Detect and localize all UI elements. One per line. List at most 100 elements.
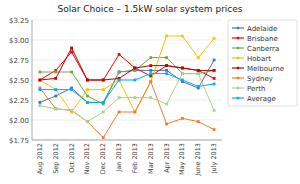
point: [102, 111, 105, 114]
point: [86, 95, 89, 98]
point: [165, 64, 168, 67]
legend-swatch: [232, 57, 244, 58]
point: [39, 101, 42, 104]
point: [134, 111, 137, 114]
point: [149, 56, 152, 59]
point: [86, 120, 89, 123]
point: [118, 111, 121, 114]
point: [86, 88, 89, 91]
point: [118, 79, 121, 82]
point: [39, 79, 42, 82]
x-tick-label: Nov 2012: [83, 143, 91, 174]
grid-line: [32, 20, 222, 21]
x-tick-label: Dec 2012: [99, 143, 107, 174]
x-tick-label: Apr 2013: [163, 143, 171, 173]
point: [149, 69, 152, 72]
point: [149, 80, 152, 83]
legend-swatch: [232, 27, 244, 28]
legend-label: Average: [247, 95, 276, 103]
legend-label: Perth: [247, 85, 265, 93]
point: [39, 79, 42, 82]
point: [213, 37, 216, 40]
point: [165, 103, 168, 106]
point: [165, 72, 168, 75]
x-tick-label: Oct 2012: [68, 143, 76, 173]
legend-swatch: [232, 47, 244, 48]
point: [181, 67, 184, 70]
legend-label: Melbourne: [247, 65, 284, 73]
legend-swatch: [232, 77, 244, 78]
y-tick-label: $2.25: [9, 97, 29, 105]
grid-line: [32, 100, 222, 101]
point: [86, 120, 89, 123]
point: [118, 53, 121, 56]
point: [165, 35, 168, 38]
point: [165, 69, 168, 72]
point: [134, 69, 137, 72]
point: [197, 85, 200, 88]
point: [149, 75, 152, 78]
point: [197, 69, 200, 72]
point: [54, 88, 57, 91]
legend-marker: [237, 37, 239, 39]
point: [197, 72, 200, 75]
legend-marker: [237, 47, 239, 49]
grid-line: [32, 40, 222, 41]
point: [70, 88, 73, 91]
point: [102, 79, 105, 82]
x-tick-label: June 2013: [194, 143, 202, 177]
point: [213, 128, 216, 131]
point: [181, 72, 184, 75]
point: [181, 117, 184, 120]
legend-label: Hobart: [247, 55, 271, 63]
point: [86, 79, 89, 82]
point: [197, 72, 200, 75]
x-tick-label: Jan 2013: [115, 143, 123, 173]
y-tick-label: $1.75: [9, 137, 29, 145]
x-tick-label: Sep 2012: [52, 143, 60, 174]
point: [118, 71, 121, 74]
point: [86, 101, 89, 104]
point: [213, 109, 216, 112]
point: [181, 67, 184, 70]
point: [213, 69, 216, 72]
series: [39, 47, 216, 82]
legend-box: [228, 20, 297, 106]
legend-marker: [237, 67, 239, 69]
point: [102, 88, 105, 91]
data-area: [39, 35, 216, 139]
point: [213, 83, 216, 86]
point: [54, 71, 57, 74]
point: [165, 123, 168, 126]
point: [134, 69, 137, 72]
x-tick-label: Mar 2013: [147, 143, 155, 174]
x-axis: [32, 140, 222, 141]
y-axis: [32, 20, 33, 140]
point: [213, 77, 216, 80]
legend: AdelaideBrisbaneCanberraHobartMelbourneS…: [228, 20, 297, 106]
series-line: [40, 52, 214, 80]
legend-swatch: [232, 37, 244, 38]
point: [149, 80, 152, 83]
point: [197, 120, 200, 123]
point: [213, 59, 216, 62]
point: [181, 79, 184, 82]
point: [181, 35, 184, 38]
point: [102, 101, 105, 104]
point: [165, 64, 168, 67]
point: [54, 77, 57, 80]
y-tick-label: $2.75: [9, 57, 29, 65]
legend-label: Adelaide: [247, 25, 277, 33]
point: [70, 47, 73, 50]
point: [39, 88, 42, 91]
series: [39, 51, 216, 82]
legend-swatch: [232, 87, 244, 88]
point: [149, 72, 152, 75]
grid: [32, 20, 222, 140]
legend-swatch: [232, 97, 244, 98]
point: [70, 109, 73, 112]
grid-line: [32, 140, 222, 141]
point: [197, 69, 200, 72]
x-tick-label: Aug 2012: [36, 143, 44, 174]
legend-label: Brisbane: [247, 35, 278, 43]
